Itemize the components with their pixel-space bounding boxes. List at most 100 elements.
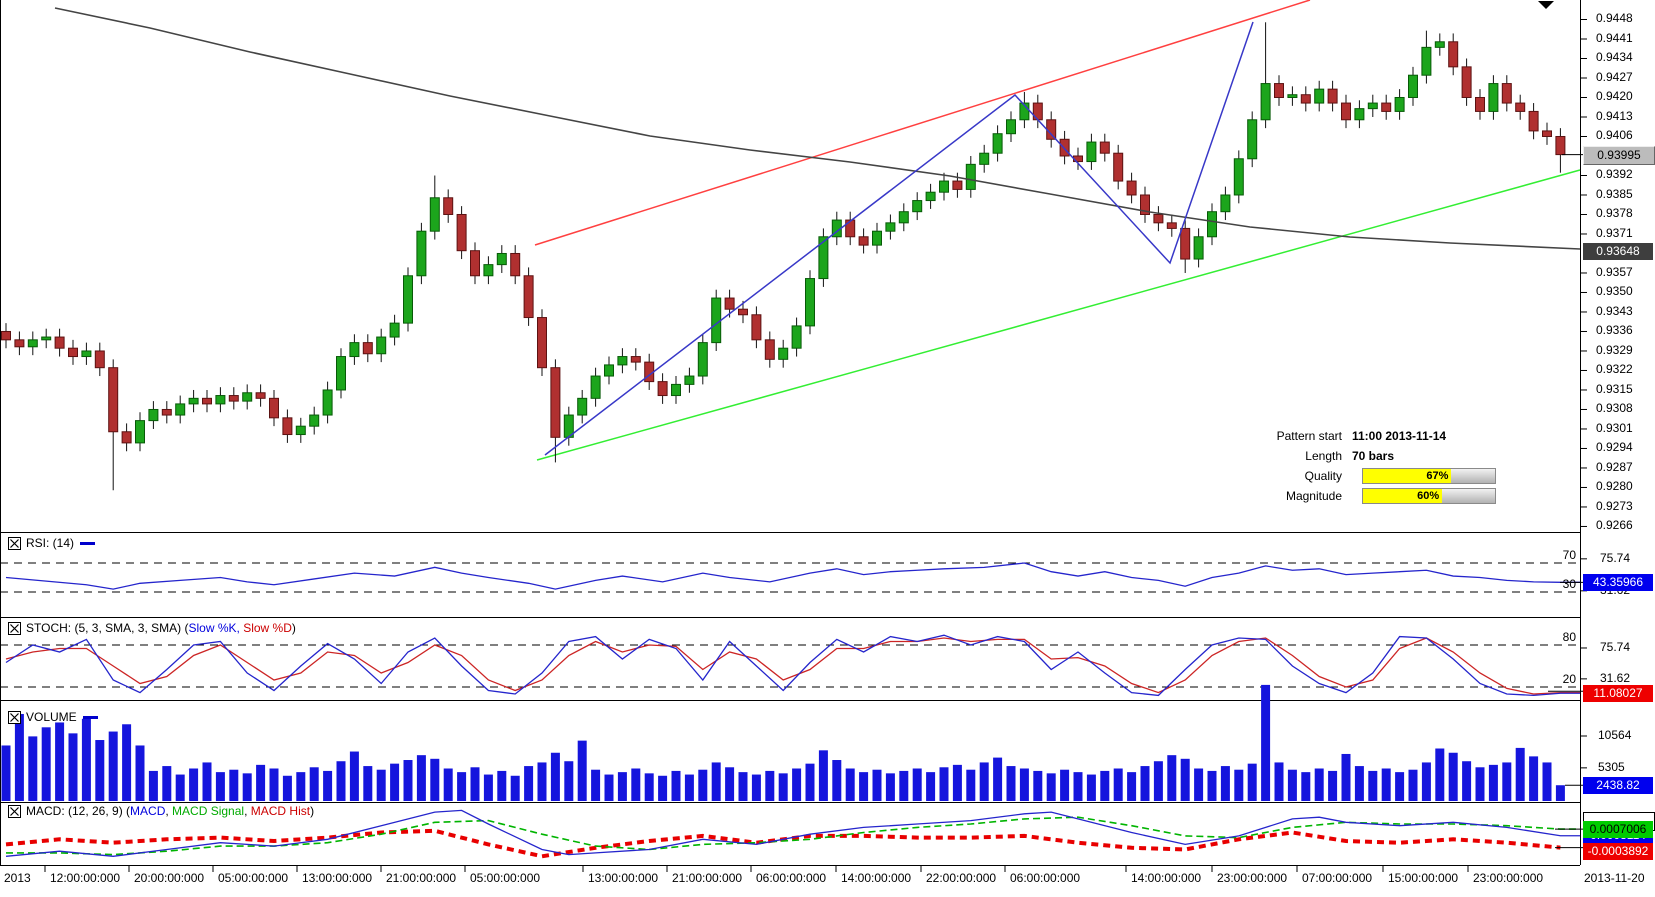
volume-panel-header: VOLUME: [8, 710, 98, 724]
price-axis-label: 0.9434: [1596, 50, 1633, 65]
rsi-axis-label: 75.74: [1600, 550, 1631, 565]
zigzag-pattern-line: [544, 21, 1254, 456]
volume-panel-title: VOLUME: [26, 710, 77, 724]
price-axis-label: 0.9413: [1596, 108, 1633, 123]
price-axis-label: 0.9350: [1596, 284, 1633, 299]
current-price-value-box: 0.93995: [1583, 146, 1655, 165]
time-axis-label: 05:00:00:000: [218, 871, 289, 885]
magnitude-progress-bar: 60%: [1362, 488, 1496, 504]
macd-close-checkbox-icon[interactable]: [8, 804, 21, 818]
time-axis-label: 21:00:00:000: [672, 871, 743, 885]
pattern-length-value: 70 bars: [1352, 449, 1395, 463]
stoch-level-20-label: 20: [1562, 672, 1576, 686]
pattern-length-label: Length: [1305, 449, 1342, 463]
stoch-d-label: Slow %D: [243, 621, 292, 635]
price-axis-label: 0.9378: [1596, 206, 1633, 221]
price-axis-label: 0.9385: [1596, 186, 1633, 201]
price-axis-label: 0.9308: [1596, 401, 1633, 416]
time-axis-label: 21:00:00:000: [386, 871, 457, 885]
stoch-panel-title: STOCH: (5, 3, SMA, 3, SMA) (: [26, 621, 189, 635]
price-axis-label: 0.9329: [1596, 342, 1633, 357]
rsi-close-checkbox-icon[interactable]: [8, 536, 21, 550]
time-axis-label: 05:00:00:000: [470, 871, 541, 885]
price-axis-label: 0.9280: [1596, 479, 1633, 494]
price-axis-label: 0.9322: [1596, 362, 1633, 377]
time-axis-label: 14:00:00:000: [1131, 871, 1202, 885]
pattern-info-box: Pattern start 11:00 2013-11-14 Length 70…: [1192, 426, 1498, 506]
macd-line: [5, 809, 1580, 857]
price-axis-label: 0.9294: [1596, 440, 1633, 455]
stoch-suffix: ): [291, 621, 296, 635]
rsi-line-legend-icon: [80, 541, 96, 545]
price-axis-label: 0.9371: [1596, 225, 1633, 240]
stoch-k-label: Slow %K: [188, 621, 237, 635]
rsi-level-70-label: 70: [1562, 548, 1576, 562]
price-axis-label: 0.9301: [1596, 420, 1633, 435]
pattern-start-value: 11:00 2013-11-14: [1352, 429, 1447, 443]
trend-line-upper: [534, 0, 1311, 246]
time-axis-label: 22:00:00:000: [926, 871, 997, 885]
price-axis-label: 0.9315: [1596, 381, 1633, 396]
rsi-value-box: 43.35966: [1583, 574, 1653, 591]
pattern-start-label: Pattern start: [1276, 429, 1342, 443]
magnitude-percent: 60%: [1417, 490, 1440, 502]
price-axis-label: 0.9448: [1596, 11, 1633, 26]
pattern-marker-triangle-icon: [1538, 1, 1554, 9]
rsi-line: [5, 562, 1581, 590]
volume-close-checkbox-icon[interactable]: [8, 710, 21, 724]
macd-hist-value-box: -0.0003892: [1583, 843, 1653, 860]
time-axis-label: 23:00:00:000: [1217, 871, 1288, 885]
stoch-d-line: [5, 637, 1580, 695]
volume-bar-legend-icon: [82, 715, 98, 719]
price-axis-label: 0.9420: [1596, 89, 1633, 104]
macd-signal-label: MACD Signal: [172, 804, 245, 818]
stoch-k-line: [5, 634, 1581, 697]
candles-group: [1, 22, 1566, 491]
stoch-panel-header: STOCH: (5, 3, SMA, 3, SMA) (Slow %K, Slo…: [8, 621, 296, 635]
stoch-axis-label: 31.62: [1600, 670, 1631, 685]
stoch-comma: ,: [236, 621, 244, 635]
rsi-level-30-label: 30: [1562, 577, 1576, 591]
rsi-panel-title: RSI: (14): [26, 536, 75, 550]
volume-axis-label: 10564: [1598, 728, 1632, 742]
time-axis-label: 06:00:00:000: [1010, 871, 1081, 885]
moving-average-line: [54, 7, 1581, 250]
price-axis-label: 0.9406: [1596, 128, 1633, 143]
quality-percent: 67%: [1426, 470, 1449, 482]
price-axis-label: 0.9343: [1596, 303, 1633, 318]
time-axis-label: 13:00:00:000: [588, 871, 659, 885]
axis-date-label: 2013-11-20: [1584, 871, 1645, 885]
ma-value-box: 0.93648: [1583, 243, 1653, 260]
macd-comma2: ,: [244, 804, 251, 818]
pattern-magnitude-row: Magnitude 60%: [1192, 486, 1498, 506]
volume-axis-label: 5305: [1598, 759, 1625, 774]
time-axis-label: 07:00:00:000: [1302, 871, 1373, 885]
stoch-value-box: 11.08027: [1583, 685, 1653, 702]
time-axis-label: 2013: [4, 871, 31, 885]
price-axis-label: 0.9266: [1596, 518, 1633, 533]
stoch-axis-label: 75.74: [1600, 639, 1631, 654]
price-axis-label: 0.9441: [1596, 30, 1633, 45]
macd-line-label: MACD: [130, 804, 166, 818]
time-axis-label: 23:00:00:000: [1473, 871, 1544, 885]
time-axis-label: 13:00:00:000: [302, 871, 373, 885]
volume-value-box: 2438.82: [1583, 777, 1653, 794]
time-axis-label: 15:00:00:000: [1388, 871, 1459, 885]
stoch-close-checkbox-icon[interactable]: [8, 621, 21, 635]
price-axis-label: 0.9357: [1596, 264, 1633, 279]
volume-bars: [1, 684, 1565, 801]
pattern-start-row: Pattern start 11:00 2013-11-14: [1192, 426, 1498, 446]
time-axis-label: 12:00:00:000: [50, 871, 121, 885]
pattern-length-row: Length 70 bars: [1192, 446, 1498, 466]
macd-panel-title: MACD: (12, 26, 9) (: [26, 804, 131, 818]
macd-signal-value-box: 0.0007006: [1583, 821, 1653, 838]
price-axis-label: 0.9392: [1596, 167, 1633, 182]
pattern-magnitude-label: Magnitude: [1285, 489, 1342, 503]
time-axis-label: 06:00:00:000: [756, 871, 827, 885]
quality-progress-bar: 67%: [1362, 468, 1496, 484]
price-axis-label: 0.9427: [1596, 69, 1633, 84]
time-axis-label: 14:00:00:000: [841, 871, 912, 885]
